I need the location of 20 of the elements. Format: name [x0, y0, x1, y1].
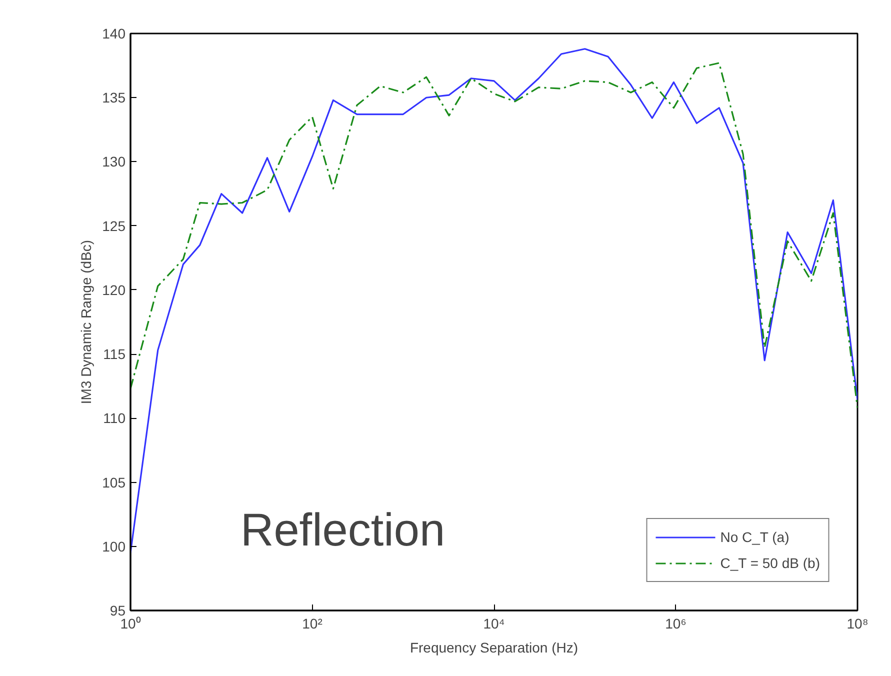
x-tick-label: 10²: [302, 616, 323, 632]
y-tick-label: 130: [102, 154, 126, 170]
x-tick-label: 10⁰: [120, 616, 141, 632]
y-tick-label: 105: [102, 474, 126, 490]
annotation: Reflection: [240, 504, 446, 556]
x-tick-label: 10⁶: [665, 616, 686, 632]
x-axis-title: Frequency Separation (Hz): [410, 640, 578, 656]
legend-label: No C_T (a): [720, 529, 790, 545]
y-axis-title: IM3 Dynamic Range (dBc): [78, 240, 94, 404]
y-tick-label: 110: [103, 410, 126, 426]
y-tick-label: 135: [102, 90, 126, 106]
y-tick-label: 115: [103, 346, 126, 362]
x-tick-label: 10⁴: [483, 616, 505, 632]
x-tick-label: 10⁸: [846, 616, 868, 632]
y-tick-label: 120: [102, 282, 126, 298]
y-tick-label: 125: [102, 218, 126, 234]
y-tick-label: 100: [102, 538, 126, 554]
y-tick-label: 95: [110, 602, 126, 618]
y-tick-label: 140: [102, 26, 126, 42]
legend-label: C_T = 50 dB (b): [720, 555, 820, 571]
